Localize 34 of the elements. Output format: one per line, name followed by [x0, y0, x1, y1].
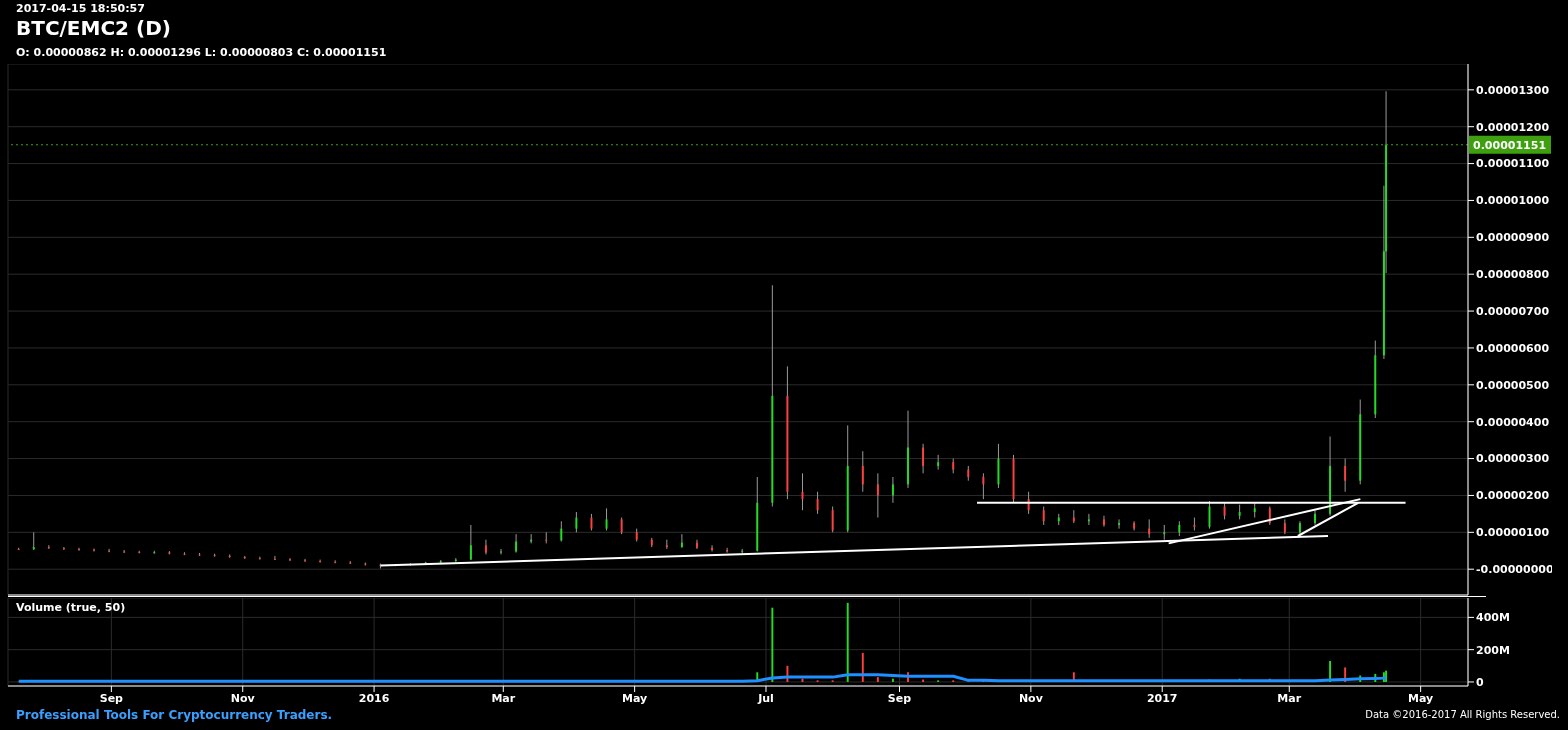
y-tick-label: 0.00000900 [1476, 231, 1550, 245]
x-tick-label: Mar [491, 691, 516, 705]
text: 2017-04-15 18:50:57 [16, 2, 145, 15]
x-tick-label: Sep [887, 691, 912, 705]
y-tick-label: 400M [1476, 611, 1510, 625]
x-tick-label: 2016 [358, 691, 390, 705]
y-tick-label: 0.00000800 [1476, 268, 1550, 282]
x-tick-label: 2017 [1146, 691, 1178, 705]
y-tick-label: 0.00000200 [1476, 489, 1550, 503]
x-tick-label: Jul [757, 691, 774, 705]
x-tick-label: Nov [230, 691, 256, 705]
y-tick-label: 0.00000400 [1476, 415, 1550, 429]
y-tick-label: 0.00000300 [1476, 452, 1550, 466]
y-tick-label: 0.00001300 [1476, 83, 1550, 97]
text: Professional Tools For Cryptocurrency Traders. [16, 708, 333, 722]
x-tick-label: Nov [1018, 691, 1044, 705]
y-tick-label: 0.00000100 [1476, 526, 1550, 540]
y-tick-label: 0.00001100 [1476, 157, 1550, 171]
y-tick-label: 0.00000700 [1476, 304, 1550, 318]
chart-title: Volume (true, 50) [16, 601, 126, 614]
y-tick-label: 0.00000600 [1476, 341, 1550, 355]
y-tick-label: 200M [1476, 643, 1510, 657]
y-tick-label: 0.00000500 [1476, 378, 1550, 392]
y-tick-label: 0.00001200 [1476, 120, 1550, 134]
chart-subtitle: O: 0.00000862 H: 0.00001296 L: 0.00000803 C: 0.00001151 [16, 46, 387, 59]
x-tick-label: Mar [1277, 691, 1302, 705]
text: Data ©2016-2017 All Rights Reserved. [1365, 709, 1560, 720]
x-tick-label: May [622, 691, 648, 705]
chart-title: BTC/EMC2 (D) [16, 16, 171, 40]
x-tick-label: Sep [99, 691, 124, 705]
y-tick-label: 0.00001000 [1476, 194, 1550, 208]
x-tick-label: May [1408, 691, 1434, 705]
y-tick-label: 0 [1476, 675, 1484, 689]
ref-line-label: 0.00001151 [1473, 138, 1547, 152]
